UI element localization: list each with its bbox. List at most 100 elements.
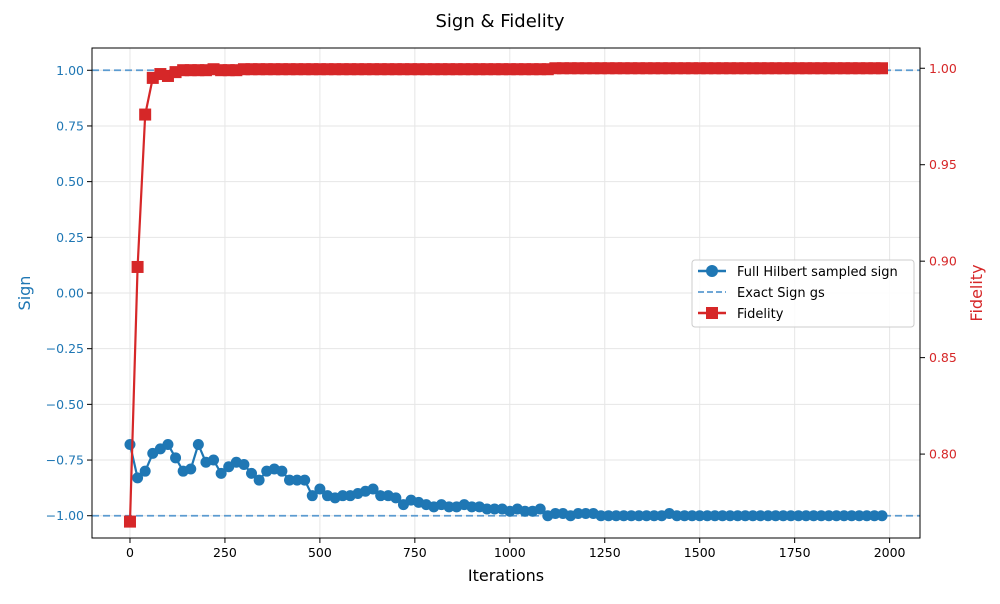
legend-sign-label: Full Hilbert sampled sign — [737, 265, 898, 280]
sign-point — [185, 463, 197, 475]
sign-point — [238, 459, 250, 470]
legend: Full Hilbert sampled sign Exact Sign gs … — [691, 259, 915, 328]
sign-point — [800, 510, 812, 522]
sign-point — [732, 510, 744, 522]
sign-point — [641, 510, 653, 522]
sign-point — [246, 467, 258, 479]
sign-point — [846, 510, 858, 522]
sign-point — [284, 474, 296, 486]
sign-point — [679, 510, 691, 522]
left-axis-label: Sign — [15, 276, 34, 311]
sign-point — [876, 510, 888, 522]
sign-point — [534, 503, 546, 515]
right-tick-label: 0.95 — [929, 157, 957, 172]
x-tick-label: 2000 — [874, 545, 906, 560]
sign-point — [253, 474, 265, 486]
sign-point — [367, 483, 379, 495]
sign-point — [808, 510, 820, 522]
sign-point — [595, 510, 607, 522]
sign-point — [716, 510, 728, 522]
x-tick-label: 1000 — [494, 545, 526, 560]
sign-point — [276, 465, 288, 477]
left-axis-ticks: −1.00 −0.75 −0.50 −0.25 0.00 0.25 0.50 0.75 1.00 — [46, 63, 92, 523]
sign-point — [709, 510, 721, 522]
x-tick-label: 1750 — [779, 545, 811, 560]
sign-point — [792, 510, 804, 522]
sign-point — [390, 492, 402, 504]
sign-point — [124, 438, 136, 450]
sign-point — [838, 510, 850, 522]
sign-point — [785, 510, 797, 522]
right-axis-label: Fidelity — [967, 264, 986, 321]
sign-series — [124, 438, 888, 522]
sign-point — [625, 510, 637, 522]
legend-exact-label: Exact Sign gs — [737, 286, 825, 301]
right-tick-label: 0.90 — [929, 254, 957, 269]
x-axis-label: Iterations — [468, 566, 544, 585]
left-tick-label: −0.75 — [46, 453, 84, 468]
x-tick-label: 750 — [403, 545, 427, 560]
legend-box — [691, 259, 915, 328]
sign-point — [132, 472, 144, 484]
legend-fidelity-label: Fidelity — [737, 307, 784, 322]
sign-point — [603, 510, 615, 522]
left-tick-label: 0.25 — [56, 230, 84, 245]
x-tick-label: 0 — [126, 545, 134, 560]
sign-point — [549, 508, 561, 519]
sign-point — [701, 510, 713, 522]
legend-sign-marker — [706, 265, 718, 277]
sign-point — [337, 490, 349, 502]
sign-point — [299, 474, 311, 486]
sign-point — [481, 503, 493, 515]
left-tick-label: 0.75 — [56, 118, 84, 133]
sign-point — [823, 510, 835, 522]
left-tick-label: −0.50 — [46, 397, 84, 412]
sign-point — [830, 510, 842, 522]
x-tick-label: 1250 — [589, 545, 621, 560]
sign-point — [610, 510, 622, 522]
sign-point — [694, 510, 706, 522]
sign-point — [139, 465, 151, 477]
sign-point — [572, 508, 584, 519]
right-axis-ticks: 0.80 0.85 0.90 0.95 1.00 — [920, 61, 957, 462]
sign-point — [777, 510, 789, 522]
sign-point — [489, 503, 501, 515]
sign-point — [648, 510, 660, 522]
x-axis-ticks: 0 250 500 750 1000 1250 1500 1750 2000 — [126, 538, 906, 560]
sign-point — [815, 510, 827, 522]
sign-point — [314, 483, 326, 495]
fidelity-point — [139, 108, 152, 121]
left-tick-label: 1.00 — [56, 63, 84, 78]
fidelity-series — [123, 62, 889, 528]
sign-point — [192, 438, 204, 450]
sign-point — [747, 510, 759, 522]
right-tick-label: 1.00 — [929, 61, 957, 76]
left-tick-label: 0.50 — [56, 174, 84, 189]
sign-point — [375, 490, 387, 502]
left-tick-label: −1.00 — [46, 508, 84, 523]
sign-point — [861, 510, 873, 522]
sign-point — [306, 490, 318, 502]
sign-point — [291, 474, 303, 486]
fidelity-point — [131, 260, 144, 273]
sign-point — [170, 452, 182, 464]
left-tick-label: −0.25 — [46, 341, 84, 356]
sign-point — [739, 510, 751, 522]
sign-point — [686, 510, 698, 522]
sign-point — [724, 510, 736, 522]
x-tick-label: 1500 — [684, 545, 716, 560]
sign-point — [580, 508, 592, 519]
chart-title: Sign & Fidelity — [436, 11, 565, 32]
legend-fidelity-marker — [706, 307, 718, 319]
x-tick-label: 500 — [308, 545, 332, 560]
fidelity-point — [123, 515, 136, 528]
sign-point — [868, 510, 880, 522]
sign-point — [671, 510, 683, 522]
right-tick-label: 0.85 — [929, 350, 957, 365]
sign-point — [633, 510, 645, 522]
sign-point — [466, 501, 478, 513]
sign-point — [853, 510, 865, 522]
sign-point — [162, 438, 174, 450]
sign-point — [215, 467, 227, 479]
